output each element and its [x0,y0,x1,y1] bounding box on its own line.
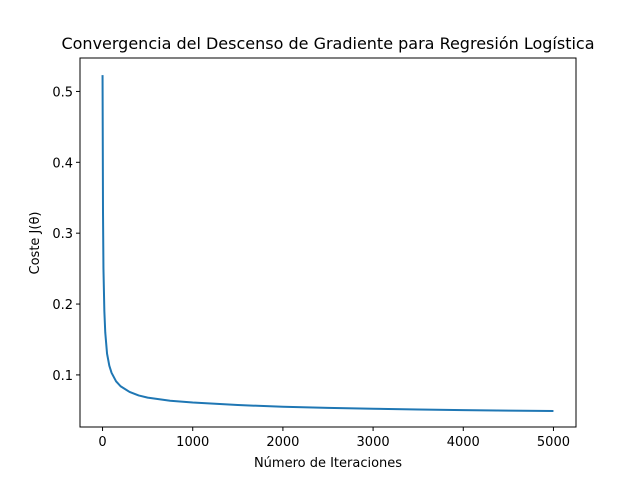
cost-series-line [101,75,554,413]
plot-lines [101,75,554,413]
plot-area-frame [79,57,577,428]
x-tick-label: 3000 [357,435,390,450]
y-tick-label: 0.2 [52,298,73,313]
y-tick-label: 0.1 [52,369,73,384]
y-axis-label: Coste J(θ) [28,212,43,275]
x-tick-label: 2000 [266,435,299,450]
y-axis-ticks: 0.1 0.2 0.3 0.4 0.5 [52,85,80,384]
y-tick-label: 0.5 [52,85,73,100]
x-tick-label: 1000 [176,435,209,450]
x-tick-label: 0 [98,435,106,450]
y-tick-label: 0.4 [52,156,73,171]
x-tick-label: 5000 [537,435,570,450]
x-axis-ticks: 0 1000 2000 3000 4000 5000 [98,427,570,450]
x-tick-label: 4000 [447,435,480,450]
chart-title: Convergencia del Descenso de Gradiente p… [61,34,594,53]
x-axis-label: Número de Iteraciones [254,456,402,471]
y-tick-label: 0.3 [52,227,73,242]
